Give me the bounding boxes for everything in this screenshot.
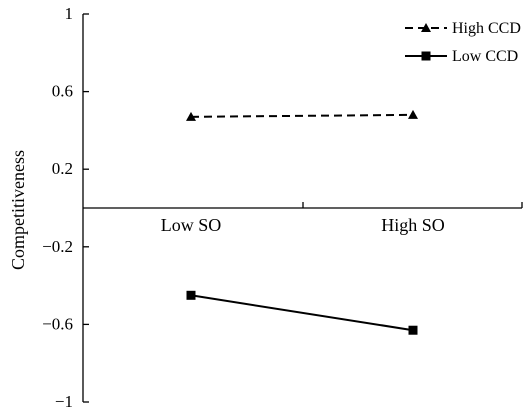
x-category-label: Low SO xyxy=(161,215,222,235)
data-point xyxy=(408,109,418,119)
legend-label: Low CCD xyxy=(452,48,518,65)
y-tick-label: 1 xyxy=(65,4,74,23)
legend-swatch-marker xyxy=(421,51,431,61)
legend-item: High CCD xyxy=(405,20,521,37)
y-tick-label: −0.2 xyxy=(42,237,73,256)
legend-label: High CCD xyxy=(452,20,521,37)
data-point xyxy=(408,325,418,335)
series-high-ccd xyxy=(186,109,418,121)
series-line xyxy=(190,113,414,118)
legend-item: Low CCD xyxy=(405,48,518,65)
y-axis-ticks: 1 0.6 0.2 −0.2 −0.6 −1 xyxy=(42,4,89,409)
y-tick-label: −1 xyxy=(55,392,73,409)
x-axis-ticks: Low SO High SO xyxy=(161,202,523,235)
y-axis-title: Competitiveness xyxy=(8,150,28,270)
series-low-ccd xyxy=(186,290,418,335)
series-group xyxy=(186,109,418,335)
y-tick-label: −0.6 xyxy=(42,314,73,333)
y-tick-label: 0.2 xyxy=(52,159,73,178)
legend: High CCD Low CCD xyxy=(405,20,521,65)
y-tick-label: 0.6 xyxy=(52,82,73,101)
legend-swatch-marker xyxy=(421,23,431,32)
series-line xyxy=(190,294,414,332)
data-point xyxy=(186,290,196,300)
x-category-label: High SO xyxy=(381,215,445,235)
data-point xyxy=(186,111,196,121)
